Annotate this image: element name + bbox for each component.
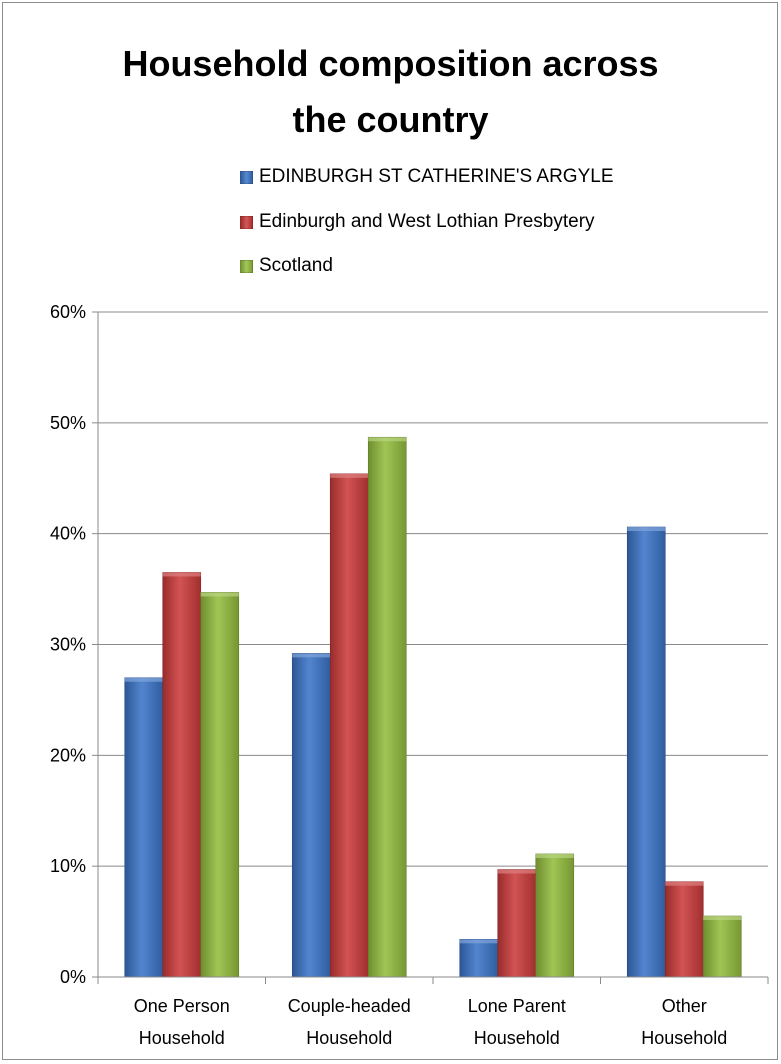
- x-category-label: One Person: [134, 996, 230, 1016]
- y-tick-label: 60%: [50, 302, 86, 322]
- x-category-label: Household: [474, 1028, 560, 1048]
- bar-2-3: [497, 869, 537, 978]
- x-category-label: Household: [306, 1028, 392, 1048]
- bar-3-4: [702, 915, 742, 978]
- x-category-label: Household: [139, 1028, 225, 1048]
- legend-item-series-1: EDINBURGH ST CATHERINE'S ARGYLE: [240, 165, 614, 189]
- bar-top-highlight: [124, 677, 163, 682]
- bar-top-highlight: [292, 653, 331, 658]
- bar-2-1: [162, 572, 202, 978]
- x-category-label: Lone Parent: [468, 996, 566, 1016]
- chart-title-line-1: Household composition across: [122, 43, 659, 84]
- chart-title: Household composition across the country: [0, 36, 781, 148]
- y-tick-label: 40%: [50, 524, 86, 544]
- axes: 0% 10% 20% 30% 40% 50% 60% One Person Household C…: [50, 302, 769, 1048]
- bar-3-3: [535, 853, 575, 978]
- bar-top-highlight: [459, 939, 498, 944]
- legend-item-series-3: Scotland: [240, 254, 333, 278]
- y-tick-label: 10%: [50, 856, 86, 876]
- bar-3-1: [200, 592, 240, 978]
- bars: [124, 436, 742, 978]
- bar-1-3: [459, 939, 499, 978]
- bar-2-4: [664, 881, 704, 978]
- bar-1-1: [124, 677, 164, 978]
- y-tick-label: 20%: [50, 745, 86, 765]
- x-category-label: Couple-headed: [288, 996, 411, 1016]
- chart-title-line-2: the country: [292, 99, 489, 140]
- legend-label-series-2: Edinburgh and West Lothian Presbytery: [259, 211, 595, 232]
- bar-top-highlight: [535, 853, 574, 858]
- bar-top-highlight: [162, 572, 201, 577]
- x-category-label: Other: [662, 996, 707, 1016]
- legend-item-series-2: Edinburgh and West Lothian Presbytery: [240, 210, 595, 234]
- y-tick-label: 30%: [50, 635, 86, 655]
- bar-top-highlight: [627, 527, 666, 532]
- legend-swatch-series-1: [240, 170, 253, 184]
- bar-3-2: [367, 436, 407, 978]
- y-tick-label: 50%: [50, 413, 86, 433]
- bar-top-highlight: [665, 881, 704, 886]
- x-category-label: Household: [641, 1028, 727, 1048]
- bar-2-2: [329, 473, 369, 978]
- bar-1-2: [291, 653, 331, 978]
- bar-top-highlight: [703, 916, 742, 921]
- legend-swatch-series-3: [240, 259, 253, 273]
- legend-label-series-3: Scotland: [259, 255, 333, 276]
- bar-top-highlight: [200, 592, 239, 597]
- bar-1-4: [626, 526, 666, 978]
- bar-top-highlight: [330, 473, 369, 478]
- bar-top-highlight: [368, 437, 407, 442]
- bar-top-highlight: [497, 869, 536, 874]
- legend-swatch-series-2: [240, 215, 253, 229]
- y-tick-label: 0%: [60, 967, 86, 987]
- legend-label-series-1: EDINBURGH ST CATHERINE'S ARGYLE: [259, 166, 614, 187]
